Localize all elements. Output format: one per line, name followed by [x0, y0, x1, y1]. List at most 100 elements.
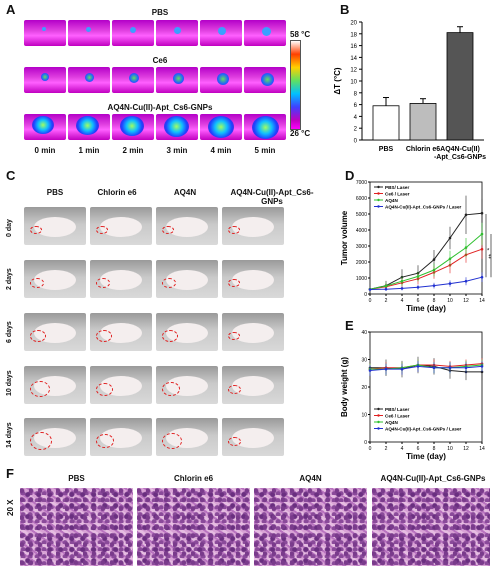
y-tick-label: 30 — [361, 358, 367, 364]
time-label: 1 min — [78, 146, 100, 155]
tumor-outline — [30, 278, 44, 288]
y-tick-label: 3000 — [356, 244, 367, 250]
series-point — [448, 257, 452, 261]
series-point — [480, 232, 484, 236]
mouse — [166, 217, 208, 237]
temperature-color-scale — [290, 40, 301, 130]
mouse — [232, 217, 274, 237]
thermal-image — [244, 114, 286, 140]
photo-row-label: 0 day — [6, 219, 13, 237]
legend-label: PBS/ Laser — [385, 185, 409, 190]
legend-marker — [377, 414, 380, 417]
mouse — [100, 270, 142, 290]
thermal-image — [24, 67, 66, 93]
y-axis-label: Body weight (g) — [340, 357, 349, 417]
tumor-outline — [96, 434, 114, 448]
series-point — [480, 365, 484, 368]
hotspot — [85, 73, 94, 82]
hotspot — [32, 116, 54, 134]
bar — [372, 105, 400, 141]
thermal-image — [244, 67, 286, 93]
tumor-outline — [228, 279, 240, 287]
panel-letter-e: E — [345, 318, 354, 333]
mouse — [232, 376, 274, 396]
x-tick-label: 4 — [401, 446, 404, 452]
thermal-image — [156, 114, 198, 140]
tumor-outline — [228, 436, 241, 446]
time-label: 5 min — [254, 146, 276, 155]
legend-label: AQ4N — [385, 198, 398, 203]
mouse-photo — [222, 366, 284, 404]
mouse-photo — [90, 207, 152, 245]
hotspot — [76, 116, 99, 135]
tumor-outline — [162, 278, 176, 288]
legend-label: Ce6 / Laser — [385, 414, 410, 419]
significance-marker: ** — [489, 253, 492, 258]
photo-column-header: AQ4N — [173, 188, 197, 197]
series-point — [400, 287, 404, 290]
tumor-outline — [162, 226, 174, 234]
y-tick-label: 20 — [350, 21, 357, 27]
y-tick-label: 0 — [354, 139, 358, 145]
thermal-image — [244, 20, 286, 46]
x-tick-label: 10 — [447, 298, 453, 304]
series-point — [480, 247, 484, 251]
x-axis-label: Time (day) — [406, 304, 446, 313]
x-tick-label: 0 — [369, 298, 372, 304]
y-axis-label: ΔT (°C) — [333, 67, 342, 95]
thermal-image — [200, 67, 242, 93]
panel-letter-b: B — [340, 2, 350, 17]
tumor-outline — [162, 382, 180, 396]
thermal-image — [24, 20, 66, 46]
panel-e-body-weight-chart: 0 10 20 30 40 0 2 4 6 8 10 12 14 Time (day) Body weigh… — [340, 330, 485, 461]
y-tick-label: 10 — [361, 413, 367, 419]
time-label: 4 min — [210, 146, 232, 155]
mouse-photo — [90, 313, 152, 351]
tumor-outline — [162, 433, 182, 449]
mouse — [232, 428, 274, 448]
legend-label: AQ4N-Cu(II)-Apt_Cs6-GNPs / Laser — [385, 427, 462, 432]
y-tick-label: 5000 — [356, 212, 367, 218]
mouse-photo — [156, 418, 218, 456]
histology-image — [372, 488, 490, 566]
x-tick-label: 10 — [447, 446, 453, 452]
legend-marker — [377, 192, 380, 195]
histology-image — [20, 488, 133, 566]
y-tick-label: 1000 — [356, 276, 367, 282]
thermal-image — [112, 114, 154, 140]
photo-row-label: 10 days — [6, 370, 13, 396]
y-tick-label: 0 — [364, 292, 367, 298]
legend-label: AQ4N — [385, 420, 398, 425]
mouse-photo — [24, 260, 86, 298]
x-tick-label: 14 — [479, 298, 485, 304]
series-point — [464, 213, 468, 217]
x-tick-label: 14 — [479, 446, 485, 452]
mouse — [232, 270, 274, 290]
legend-marker — [377, 198, 380, 202]
legend-label: AQ4N-Cu(II)-Apt_Cs6-GNPs / Laser — [385, 205, 462, 210]
panel-a-row-title-ce6: Ce6 — [152, 56, 168, 65]
legend-marker — [377, 427, 380, 430]
series-point — [464, 279, 468, 283]
hotspot — [129, 73, 139, 83]
y-tick-label: 40 — [361, 330, 367, 336]
series-point — [384, 287, 388, 291]
tumor-outline — [162, 330, 178, 342]
tumor-outline — [228, 226, 240, 234]
hotspot — [208, 116, 234, 138]
series-point — [432, 366, 436, 370]
series-point — [384, 367, 388, 371]
thermal-image — [24, 114, 66, 140]
legend-label: PBS/ Laser — [385, 407, 409, 412]
y-tick-label: 4 — [354, 115, 358, 121]
panel-letter-c: C — [6, 168, 16, 183]
legend-marker — [377, 205, 380, 208]
photo-row-label: 6 days — [6, 321, 13, 343]
mouse — [100, 217, 142, 237]
thermal-image — [68, 20, 110, 46]
y-tick-label: 18 — [350, 32, 357, 38]
series-point — [464, 366, 468, 370]
hotspot — [164, 116, 189, 137]
thermal-image — [156, 20, 198, 46]
y-tick-label: 14 — [350, 56, 357, 62]
